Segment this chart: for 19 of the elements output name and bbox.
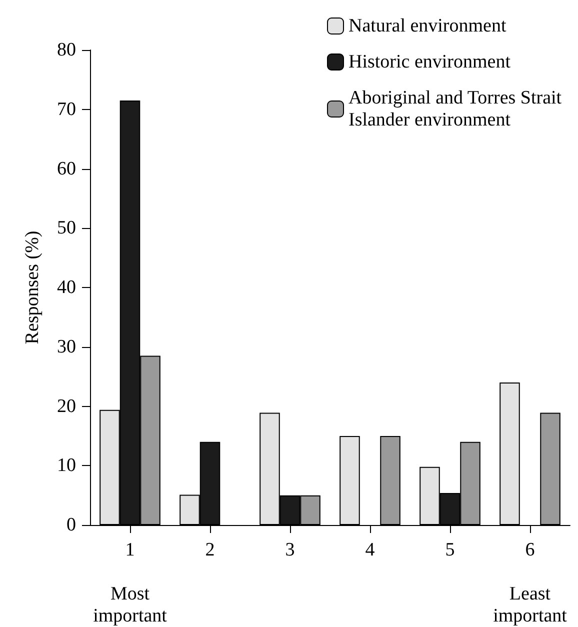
y-tick-label: 20 xyxy=(57,396,76,417)
y-tick-label: 50 xyxy=(57,218,76,239)
category-label: 1 Most important xyxy=(93,540,167,626)
y-tick-label: 0 xyxy=(66,514,76,536)
category-label: 6 Least important xyxy=(493,540,567,626)
y-tick-label: 40 xyxy=(57,277,76,298)
legend-label: Aboriginal and Torres Strait Islander environment xyxy=(348,88,566,130)
y-tick-label: 10 xyxy=(57,455,76,476)
y-axis-title: Responses (%) xyxy=(22,230,43,344)
y-tick-label: 30 xyxy=(57,336,76,358)
x-tick-label: 3 xyxy=(285,540,295,560)
x-tick-label: 4 xyxy=(365,540,376,560)
y-tick-label: 60 xyxy=(57,158,76,180)
legend-label: Historic environment xyxy=(348,52,512,72)
y-tick-label: 80 xyxy=(57,40,76,60)
legend-label: Natural environment xyxy=(348,16,507,36)
x-tick-label: 2 xyxy=(205,540,215,560)
x-tick-label: 5 xyxy=(445,540,455,560)
y-tick-label: 70 xyxy=(57,98,76,120)
